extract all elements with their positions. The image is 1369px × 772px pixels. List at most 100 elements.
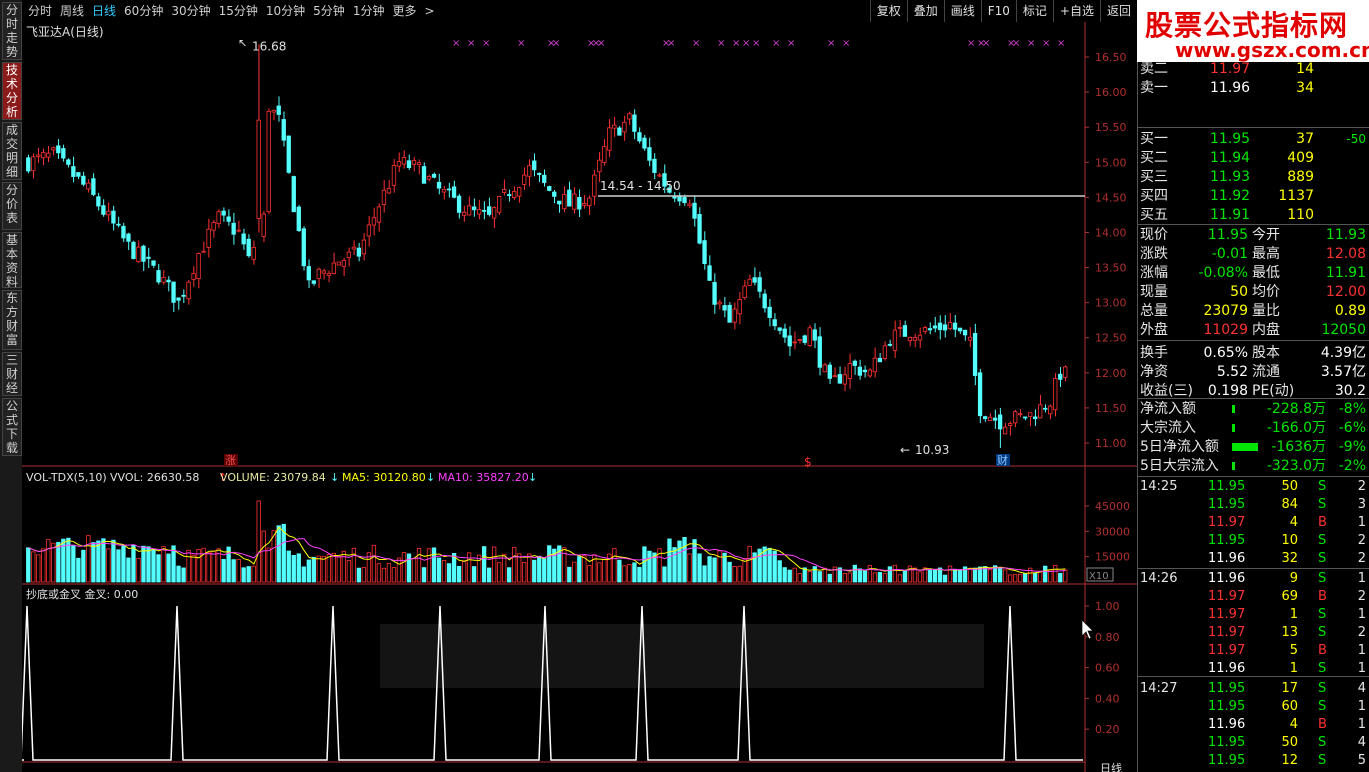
tool-button-2[interactable]: 画线 (943, 0, 981, 22)
period-tab-4[interactable]: 30分钟 (171, 4, 211, 18)
divider (1138, 127, 1369, 128)
volume-bar (597, 562, 602, 583)
left-tab-7[interactable]: 公式下载 (2, 398, 22, 456)
volume-bar (797, 573, 802, 583)
period-tab-7[interactable]: 5分钟 (313, 4, 345, 18)
tool-button-3[interactable]: F10 (980, 0, 1016, 22)
order-book-row[interactable]: 买一 11.95 37 -50 (1138, 130, 1369, 149)
volume-bar (86, 535, 91, 583)
left-tab-0[interactable]: 分时走势 (2, 2, 22, 60)
signal-x-icon: × (1027, 38, 1035, 49)
order-book-row[interactable]: 买二 11.94 409 (1138, 149, 1369, 168)
tick-volume: 50 (1281, 479, 1298, 494)
candle-body (401, 157, 407, 165)
candle-body (867, 369, 873, 377)
candle-body (146, 256, 151, 259)
volume-bar (877, 571, 883, 583)
volume-bar (932, 570, 938, 583)
period-tab-0[interactable]: 分时 (28, 4, 53, 18)
candle-body (141, 245, 146, 262)
candle-body (532, 160, 537, 171)
divider (1138, 676, 1369, 677)
order-level-label: 买一 (1140, 131, 1168, 147)
volume-bar (777, 560, 782, 583)
tool-button-6[interactable]: 返回 (1099, 0, 1137, 22)
tick-volume: 1 (1289, 607, 1298, 622)
left-tab-1[interactable]: 技术分析 (2, 62, 22, 120)
volume-bar (131, 544, 136, 583)
stat-label: 涨幅 (1140, 265, 1168, 281)
period-tab-2[interactable]: 日线 (92, 4, 117, 18)
candle-body (617, 127, 622, 136)
tool-button-1[interactable]: 叠加 (906, 0, 944, 22)
volume-bar (351, 547, 357, 583)
volume-bar (311, 556, 316, 583)
finance-marker[interactable] (996, 454, 1010, 466)
candle-body (491, 207, 497, 219)
tick-list[interactable]: 14:25 11.95 50 S 2 11.95 84 S 3 11.97 4 B 1 11.95 10 S 2… (1138, 478, 1369, 772)
volume-bar (336, 556, 342, 583)
flow-value: -1636万 (1271, 439, 1326, 455)
volume-bar (687, 553, 692, 583)
period-toolbar: 分时 周线 日线 60分钟 30分钟 15分钟 10分钟 5分钟 1分钟 更多 > 复权 叠加 画线 F1… (22, 0, 1137, 23)
banner-title: 股票公式指标网 (1145, 9, 1349, 42)
dividend-marker-icon[interactable]: $ (804, 455, 812, 469)
candle-body (176, 297, 181, 301)
volume-bar (286, 550, 291, 583)
left-tab-2[interactable]: 成交明细 (2, 122, 22, 180)
fund-flow-row[interactable]: 5日净流入额 -1636万 -9% (1138, 438, 1369, 457)
chart-area[interactable]: 飞亚达A(日线) 16.50 16.00 15.50 15.00 14.50 14.00 13… (22, 22, 1137, 772)
fund-flow-row[interactable]: 大宗流入 -166.0万 -6% (1138, 419, 1369, 438)
tool-button-5[interactable]: +自选 (1052, 0, 1100, 22)
stat-value: 12.00 (1325, 284, 1366, 300)
candle-body (757, 277, 762, 292)
candle-body (887, 343, 893, 346)
fund-flow-row[interactable]: 净流入额 -228.8万 -8% (1138, 400, 1369, 419)
candle-body (737, 299, 742, 315)
volume-bar (246, 566, 251, 583)
left-tab-5[interactable]: 东方财富 (2, 290, 22, 350)
tick-row: 11.96 4 B 1 (1138, 716, 1369, 734)
candle-body (261, 213, 266, 237)
tick-side: S (1318, 533, 1327, 548)
volume-bar (572, 561, 577, 583)
candle-body (522, 174, 527, 185)
candle-body (562, 193, 567, 210)
price-axis-label: 12.50 (1095, 332, 1127, 345)
price-axis-label: 15.50 (1095, 121, 1127, 134)
period-tab-3[interactable]: 60分钟 (124, 4, 164, 18)
period-tab-9[interactable]: 更多 (392, 4, 417, 18)
period-tab-1[interactable]: 周线 (60, 4, 85, 18)
order-book-row[interactable]: 买三 11.93 889 (1138, 168, 1369, 187)
tick-volume: 9 (1289, 571, 1298, 586)
candle-body (156, 270, 161, 283)
tick-volume: 4 (1289, 717, 1298, 732)
more-arrow-icon[interactable]: > (424, 4, 435, 18)
left-tab-3[interactable]: 分价表 (2, 182, 22, 230)
fund-flow-row[interactable]: 5日大宗流入 -323.0万 -2% (1138, 457, 1369, 476)
volume-bar (1033, 572, 1038, 583)
order-book-row[interactable]: 卖二 11.97 14 (1138, 60, 1369, 79)
period-tab-5[interactable]: 15分钟 (218, 4, 258, 18)
left-tab-6[interactable]: 三财经 (2, 352, 22, 396)
period-tab-8[interactable]: 1分钟 (352, 4, 385, 18)
candle-body (326, 272, 331, 276)
limit-up-marker[interactable] (224, 454, 238, 466)
order-book-row[interactable]: 卖一 11.96 34 (1138, 79, 1369, 98)
order-book-row[interactable]: 买四 11.92 1137 (1138, 187, 1369, 206)
tool-button-4[interactable]: 标记 (1015, 0, 1053, 22)
flow-percent: -2% (1338, 458, 1366, 474)
volume-bar (191, 554, 196, 583)
candle-body (51, 147, 56, 151)
indicator-axis-label: 0.80 (1095, 631, 1120, 644)
tool-buttons: 复权 叠加 画线 F10 标记 +自选 返回 (869, 0, 1137, 22)
volume-bar (376, 563, 382, 583)
order-book-row[interactable]: 买五 11.91 110 (1138, 206, 1369, 225)
volume-axis-label: 45000 (1095, 500, 1130, 513)
volume-bar (206, 552, 211, 583)
left-tab-4[interactable]: 基本资料 (2, 232, 22, 289)
volume-value: VOLUME: 23079.84 (220, 471, 326, 484)
tick-row: 11.95 12 S 5 (1138, 752, 1369, 770)
period-tab-6[interactable]: 10分钟 (265, 4, 306, 18)
tool-button-0[interactable]: 复权 (869, 0, 907, 22)
